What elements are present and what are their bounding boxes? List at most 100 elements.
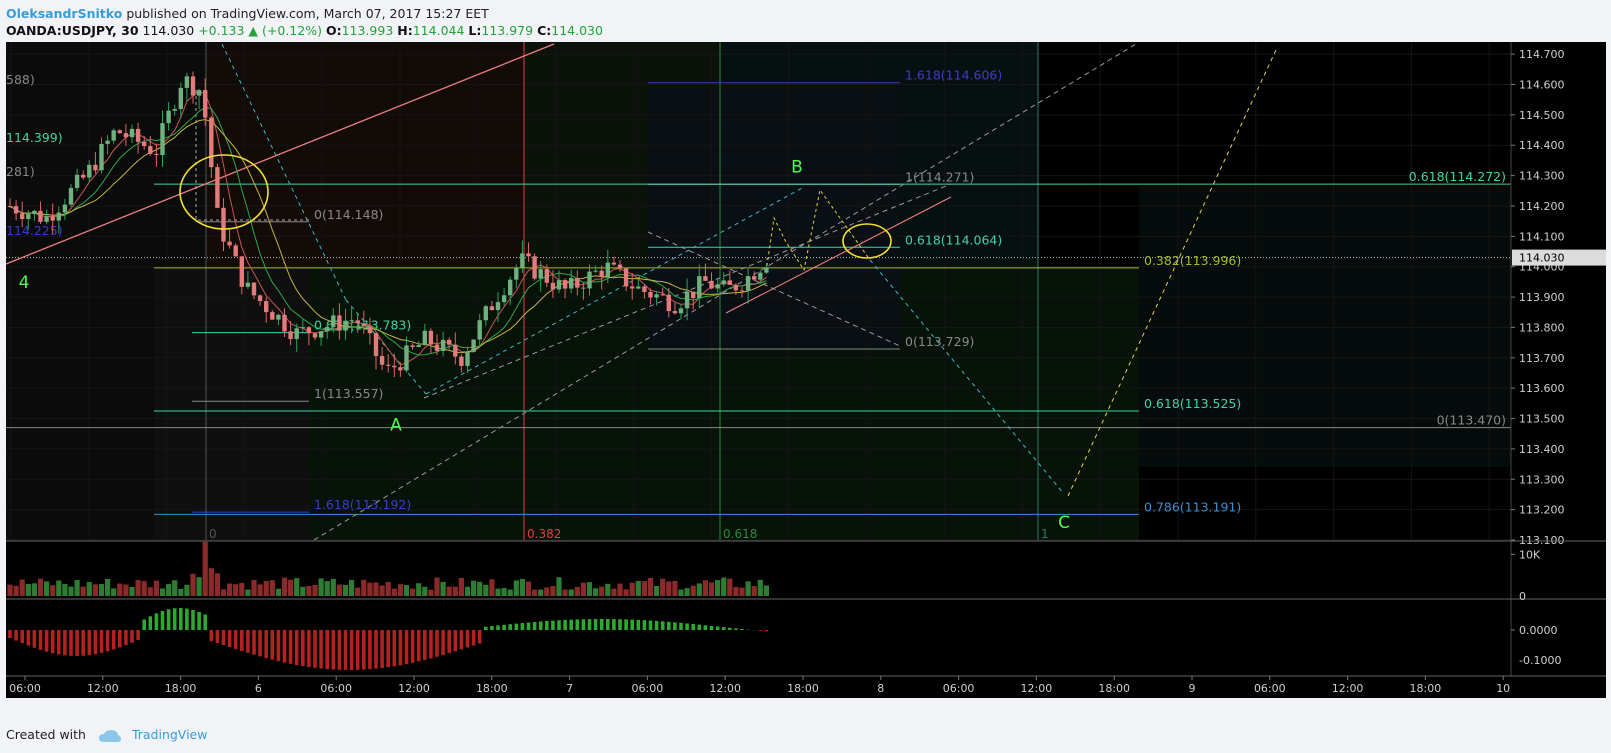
oscillator-bar bbox=[557, 620, 561, 630]
oscillator-bar bbox=[581, 619, 586, 630]
oscillator-bar bbox=[673, 622, 677, 630]
oscillator-bar bbox=[545, 621, 549, 630]
candle-body bbox=[666, 294, 671, 312]
volume-bar bbox=[367, 582, 373, 596]
time-fib-label: 0 bbox=[209, 527, 217, 541]
candle-body bbox=[544, 269, 549, 283]
oscillator-bar bbox=[38, 630, 43, 650]
time-tick-label: 10 bbox=[1496, 682, 1510, 695]
oscillator-bar bbox=[630, 619, 634, 630]
oscillator-bar bbox=[380, 630, 384, 669]
volume-bar bbox=[300, 586, 306, 596]
volume-bar bbox=[129, 586, 135, 596]
candle-body bbox=[227, 241, 232, 246]
time-tick-label: 18:00 bbox=[1098, 682, 1130, 695]
candle-body bbox=[428, 330, 434, 345]
candle-body bbox=[416, 345, 421, 348]
candle-body bbox=[276, 314, 281, 320]
volume-bar bbox=[263, 580, 269, 596]
volume-bar bbox=[446, 586, 452, 596]
volume-bar bbox=[31, 583, 37, 596]
volume-bar bbox=[556, 577, 562, 596]
volume-bar bbox=[342, 584, 349, 596]
candle-body bbox=[209, 117, 214, 168]
moving-average-line bbox=[9, 106, 767, 356]
candle-body bbox=[50, 216, 55, 221]
time-tick-label: 18:00 bbox=[1410, 682, 1442, 695]
candle-body bbox=[648, 291, 653, 298]
last-price-marker-label: 114.030 bbox=[1519, 252, 1565, 265]
volume-bar bbox=[397, 584, 403, 596]
price-tick-label: 113.900 bbox=[1519, 291, 1565, 304]
volume-bar bbox=[544, 587, 550, 596]
volume-bar bbox=[141, 581, 147, 596]
oscillator-bar bbox=[288, 630, 293, 664]
candle-body bbox=[569, 278, 574, 289]
price-tick-label: 113.300 bbox=[1519, 473, 1565, 486]
candle-body bbox=[642, 286, 647, 292]
oscillator-bar bbox=[642, 620, 647, 630]
candle-body bbox=[392, 365, 397, 368]
volume-bar bbox=[708, 582, 715, 596]
close-value: 114.030 bbox=[551, 23, 603, 38]
oscillator-bar bbox=[136, 630, 140, 641]
candle-body bbox=[508, 279, 513, 296]
oscillator-bar bbox=[728, 627, 732, 630]
price-chart[interactable]: 0 0.382 0.618 1 1.618(114.606) 1(114.271) 0.61… bbox=[6, 42, 1606, 698]
candle-body bbox=[270, 312, 275, 320]
volume-bar bbox=[50, 585, 56, 596]
symbol-label[interactable]: OANDA:USDJPY, 30 bbox=[6, 23, 139, 38]
candle-body bbox=[99, 143, 104, 171]
oscillator-bar bbox=[209, 630, 214, 642]
candle-body bbox=[764, 267, 769, 273]
candle-body bbox=[129, 128, 135, 138]
price-tick-label: 113.400 bbox=[1519, 443, 1565, 456]
candle-body bbox=[593, 270, 598, 272]
volume-bar bbox=[324, 581, 330, 596]
tradingview-brand-link[interactable]: TradingView bbox=[131, 727, 208, 742]
candle-body bbox=[190, 76, 196, 96]
price-tick-label: 114.400 bbox=[1519, 139, 1565, 152]
volume-bar bbox=[568, 589, 574, 596]
oscillator-bar bbox=[87, 630, 92, 656]
volume-bar bbox=[477, 581, 483, 596]
candle-body bbox=[453, 344, 458, 357]
wave-label: A bbox=[390, 416, 402, 436]
channel-line bbox=[313, 43, 1137, 541]
volume-bar bbox=[385, 581, 391, 596]
oscillator-bar bbox=[612, 619, 616, 630]
candle-body bbox=[745, 276, 751, 291]
oscillator-bar bbox=[337, 630, 342, 670]
oscillator-bar bbox=[20, 630, 24, 644]
oscillator-bar bbox=[264, 630, 268, 659]
oscillator-bar bbox=[410, 630, 415, 663]
high-value: 114.044 bbox=[412, 23, 465, 38]
open-label: O: bbox=[325, 23, 342, 38]
candle-body bbox=[514, 267, 519, 280]
volume-bar bbox=[294, 578, 300, 596]
author-link[interactable]: OleksandrSnitko bbox=[6, 6, 123, 21]
volume-bar bbox=[763, 585, 769, 596]
candle-body bbox=[7, 205, 13, 207]
oscillator-bar bbox=[508, 624, 512, 630]
oscillator-bar bbox=[471, 630, 476, 646]
candle-body bbox=[318, 331, 324, 338]
candle-body bbox=[459, 356, 464, 366]
oscillator-bar bbox=[606, 619, 610, 630]
fib-level-label: 0.618(114.272) bbox=[1409, 169, 1506, 184]
oscillator-bar bbox=[14, 630, 18, 641]
candle-body bbox=[471, 339, 476, 352]
volume-bar bbox=[153, 580, 159, 596]
oscillator-bar bbox=[514, 623, 519, 630]
oscillator-bar bbox=[636, 619, 641, 630]
candle-body bbox=[660, 294, 665, 296]
candle-body bbox=[715, 284, 720, 289]
oscillator-bar bbox=[148, 616, 153, 630]
volume-bar bbox=[702, 580, 708, 596]
oscillator-bar bbox=[734, 628, 738, 630]
volume-bar bbox=[269, 580, 275, 596]
oscillator-bar bbox=[252, 630, 256, 655]
candle-body bbox=[56, 212, 61, 221]
oscillator-bar bbox=[398, 630, 403, 666]
volume-bar bbox=[532, 589, 538, 596]
